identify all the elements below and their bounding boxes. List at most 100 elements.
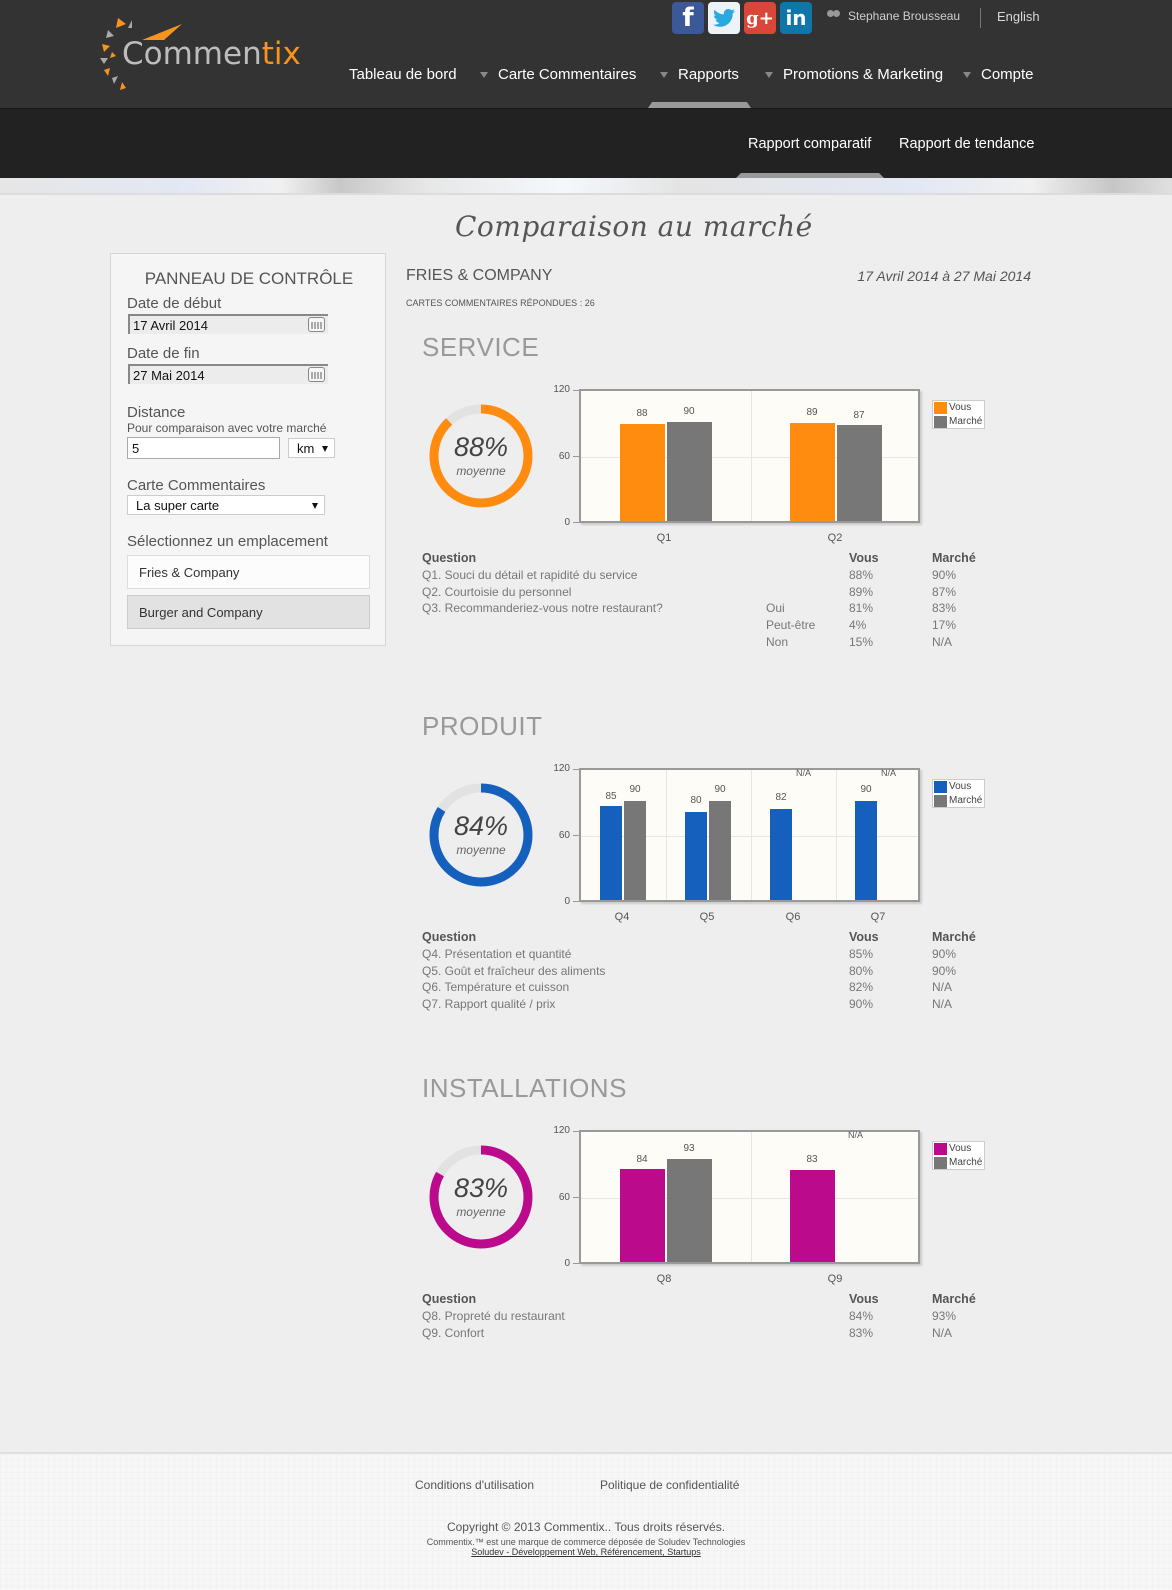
card-select[interactable]: La super carte (127, 495, 325, 515)
user-name: Stephane Brousseau (848, 9, 961, 23)
average-donut-installations: 83% moyenne (428, 1144, 534, 1250)
na-annotation: N/A (881, 768, 897, 778)
average-label: moyenne (456, 464, 506, 478)
average-label: moyenne (456, 843, 506, 857)
nav-rapports[interactable]: Rapports (678, 66, 739, 83)
bar-chart-produit: 120 60 0 85 90 80 90 82 90 N/A N/A Q4 Q5… (540, 763, 1000, 938)
sub-navigation: Rapport comparatif Rapport de tendance (0, 108, 1172, 179)
na-annotation: N/A (796, 768, 812, 778)
company-name: FRIES & COMPANY (406, 267, 553, 284)
user-menu[interactable]: Stephane Brousseau (826, 9, 960, 23)
calendar-icon[interactable] (308, 367, 325, 382)
dropdown-arrow-icon (312, 503, 318, 509)
logo-text: Commentix (122, 36, 301, 72)
control-panel: PANNEAU DE CONTRÔLE Date de début 17 Avr… (110, 253, 386, 646)
bar-q5-vous[interactable] (685, 812, 707, 900)
plot-area: 88 90 89 87 (579, 389, 920, 523)
chart-legend: Vous Marché (932, 779, 985, 808)
location-burger-company[interactable]: Burger and Company (127, 595, 370, 629)
dropdown-arrow-icon (322, 446, 328, 452)
legend-swatch-marche (934, 416, 947, 428)
location-label: Sélectionnez un emplacement (127, 533, 328, 550)
legend-vous: Vous (949, 402, 972, 413)
commentix-logo[interactable]: Commentix (98, 14, 301, 94)
na-annotation: N/A (848, 1130, 864, 1140)
bar-chart-installations: 120 60 0 84 93 83 N/A Q8 Q9 Vous Marché (540, 1125, 1000, 1300)
section-title-service: SERVICE (422, 332, 540, 362)
decorative-divider (0, 178, 1172, 195)
end-date-label: Date de fin (127, 345, 200, 362)
end-date-value: 27 Mai 2014 (133, 368, 205, 383)
average-value: 83% (453, 1173, 509, 1203)
plot-area: 85 90 80 90 82 90 N/A N/A (579, 768, 920, 902)
nav-compte[interactable]: Compte (981, 66, 1034, 83)
trademark-notice: Commentix.™ est une marque de commerce d… (426, 1537, 746, 1547)
distance-input[interactable]: 5 (127, 437, 280, 459)
bar-q6-vous[interactable] (770, 809, 792, 900)
end-date-input[interactable]: 27 Mai 2014 (128, 364, 328, 384)
privacy-link[interactable]: Politique de confidentialité (600, 1478, 740, 1492)
terms-link[interactable]: Conditions d'utilisation (415, 1478, 535, 1492)
y-tick: 60 (558, 451, 570, 462)
bar-q8-marche[interactable] (667, 1159, 712, 1262)
start-date-input[interactable]: 17 Avril 2014 (128, 314, 328, 334)
chevron-down-icon (765, 72, 773, 78)
plot-area: 84 93 83 N/A (579, 1130, 920, 1264)
bar-q5-marche[interactable] (709, 801, 731, 900)
bar-label: 89 (806, 407, 818, 418)
bar-chart-service: 120 60 0 88 90 89 87 Q1 Q2 Vous Marché (540, 384, 1000, 559)
bar-q9-vous[interactable] (790, 1170, 835, 1262)
distance-unit-select[interactable]: km (288, 438, 335, 458)
nav-promotions-marketing[interactable]: Promotions & Marketing (783, 66, 944, 83)
copyright: Copyright © 2013 Commentix.. Tous droits… (446, 1520, 726, 1534)
section-title-produit: PRODUIT (422, 711, 543, 741)
report-date-range: 17 Avril 2014 à 27 Mai 2014 (857, 268, 1031, 284)
bar-q8-vous[interactable] (620, 1169, 665, 1262)
start-date-label: Date de début (127, 295, 222, 312)
page-title: Comparaison au marché (455, 210, 813, 243)
card-label: Carte Commentaires (127, 477, 266, 494)
panel-title: PANNEAU DE CONTRÔLE (144, 269, 354, 288)
location-fries-company[interactable]: Fries & Company (127, 555, 370, 589)
facebook-icon[interactable]: f (672, 2, 704, 34)
bar-q4-marche[interactable] (624, 801, 646, 900)
average-donut-produit: 84% moyenne (428, 782, 534, 888)
chart-legend: Vous Marché (932, 400, 985, 429)
bar-q2-vous[interactable] (790, 423, 835, 521)
distance-hint: Pour comparaison avec votre marché (127, 421, 327, 435)
bar-q7-vous[interactable] (855, 801, 877, 900)
nav-carte-commentaires[interactable]: Carte Commentaires (498, 66, 637, 83)
footer: Conditions d'utilisation Politique de co… (0, 1452, 1172, 1590)
answered-count: CARTES COMMENTAIRES RÉPONDUES : 26 (406, 298, 595, 308)
bar-q2-marche[interactable] (837, 425, 882, 521)
google-plus-icon[interactable]: g+ (744, 2, 776, 34)
soludev-link[interactable]: Soludev - Développement Web, Référenceme… (471, 1547, 701, 1557)
average-value: 88% (453, 432, 509, 462)
bar-q4-vous[interactable] (600, 806, 622, 900)
bar-q1-marche[interactable] (667, 422, 712, 521)
donut-ring-icon (429, 404, 533, 508)
y-tick: 0 (564, 517, 570, 528)
nav-tableau-de-bord[interactable]: Tableau de bord (349, 66, 457, 83)
logo-arrow-icon (142, 24, 182, 40)
linkedin-icon[interactable]: in (780, 2, 812, 34)
twitter-bird-icon (713, 9, 735, 27)
language-switch[interactable]: English (997, 9, 1040, 24)
legend-swatch-vous (934, 402, 947, 414)
chart-legend: Vous Marché (932, 1141, 985, 1170)
bar-q1-vous[interactable] (620, 424, 665, 521)
subnav-rapport-comparatif[interactable]: Rapport comparatif (748, 136, 872, 152)
x-label: Q1 (656, 532, 672, 544)
bar-label: 90 (683, 406, 695, 417)
distance-unit-value: km (297, 441, 315, 456)
x-label: Q2 (827, 532, 843, 544)
users-icon (826, 10, 842, 22)
logo-swirl-icon (100, 18, 132, 90)
bar-label: 88 (636, 408, 648, 419)
subnav-rapport-de-tendance[interactable]: Rapport de tendance (899, 136, 1035, 152)
average-label: moyenne (456, 1205, 506, 1219)
calendar-icon[interactable] (308, 317, 325, 332)
twitter-icon[interactable] (708, 2, 740, 34)
chevron-down-icon (660, 72, 668, 78)
card-select-value: La super carte (136, 498, 220, 513)
